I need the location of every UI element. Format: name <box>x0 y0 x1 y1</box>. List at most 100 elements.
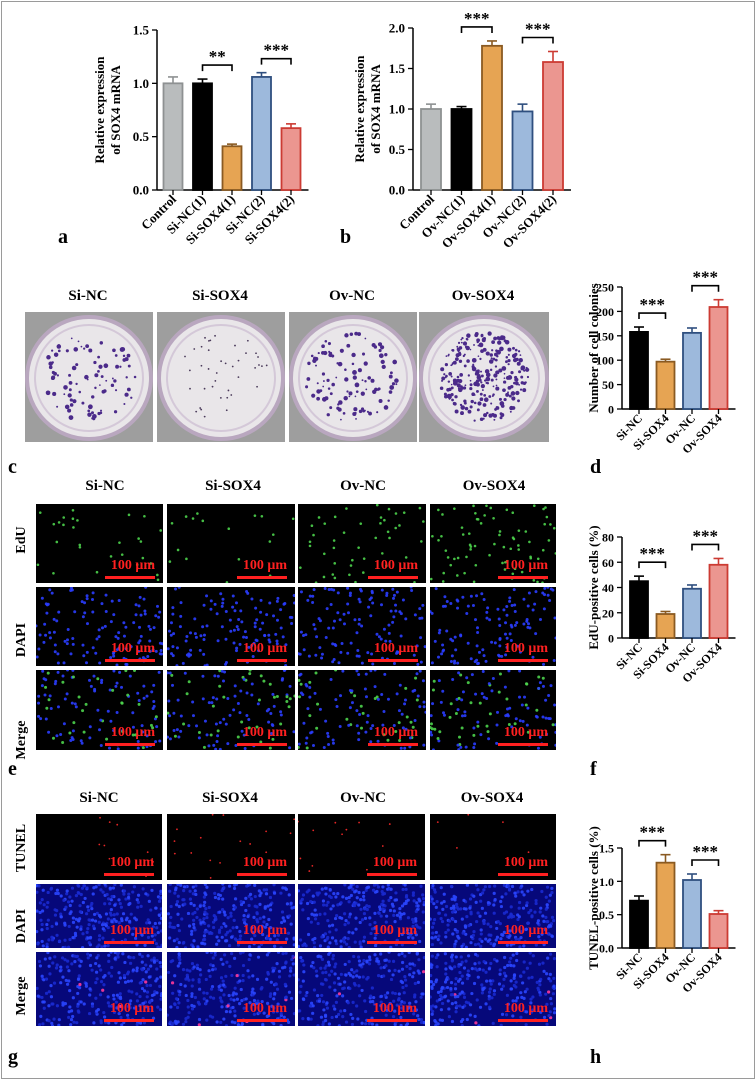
cell-dot <box>321 1023 325 1026</box>
cell-dot <box>192 939 196 943</box>
cell-dot <box>411 920 416 924</box>
cell-dot <box>488 618 492 622</box>
chart-a-bar <box>162 82 184 191</box>
cell-dot <box>550 915 555 919</box>
cell-dot <box>47 1019 51 1023</box>
cell-dot <box>456 606 460 610</box>
colony-dot <box>237 376 240 379</box>
colony-dot <box>441 376 446 381</box>
cell-dot <box>530 887 534 892</box>
cell-dot <box>182 898 186 902</box>
cell-dot <box>107 953 111 957</box>
cell-dot <box>357 622 361 626</box>
cell-dot <box>188 889 192 893</box>
chart-b-ylabel: Relative expression <box>352 55 367 163</box>
cell-dot <box>413 613 417 617</box>
colony-dot <box>112 348 116 353</box>
cell-dot <box>432 902 436 906</box>
cell-dot <box>301 1017 305 1021</box>
cell-dot <box>308 695 312 699</box>
cell-dot <box>498 533 501 537</box>
cell-dot <box>129 999 133 1003</box>
cell-dot <box>190 1003 194 1008</box>
cell-dot <box>442 899 446 904</box>
cell-dot <box>84 984 88 988</box>
chart-a-bar <box>280 127 302 191</box>
cell-dot <box>219 861 221 864</box>
cell-dot <box>71 738 75 742</box>
cell-dot <box>302 721 306 725</box>
cell-dot <box>122 892 126 896</box>
cell-dot <box>333 1007 337 1011</box>
cell-dot <box>248 672 252 676</box>
cell-dot <box>469 657 473 661</box>
cell-dot <box>171 612 175 616</box>
cell-dot <box>508 599 512 603</box>
cell-dot <box>211 956 215 960</box>
cell-dot <box>263 633 267 637</box>
cell-dot <box>59 965 63 969</box>
cell-dot <box>542 1015 547 1019</box>
cell-dot <box>142 684 146 688</box>
cell-dot <box>284 995 288 999</box>
cell-dot <box>228 713 232 717</box>
cell-dot <box>137 699 141 703</box>
cell-dot <box>202 652 206 656</box>
cell-dot <box>131 932 135 936</box>
cell-dot <box>275 639 279 643</box>
cell-dot <box>441 907 445 911</box>
cell-dot <box>175 728 179 732</box>
colony-dot <box>441 379 444 382</box>
cell-dot <box>355 1004 359 1008</box>
cell-dot <box>219 592 223 596</box>
cell-dot <box>474 618 478 622</box>
cell-dot <box>224 924 228 928</box>
cell-dot <box>99 1021 103 1025</box>
cell-dot <box>150 958 154 962</box>
cell-dot <box>325 607 329 611</box>
colony-dish-ov-nc <box>289 312 417 442</box>
cell-dot <box>349 641 353 645</box>
cell-dot <box>77 974 81 978</box>
cell-dot <box>487 990 492 994</box>
cell-dot <box>75 1021 79 1025</box>
cell-dot <box>545 972 549 976</box>
chart-a-bar <box>221 145 243 191</box>
cell-dot <box>45 926 49 931</box>
cell-dot <box>109 907 113 912</box>
cell-dot <box>46 890 50 895</box>
cell-dot <box>238 929 242 934</box>
cell-dot <box>84 982 88 986</box>
colony-dot <box>476 408 480 412</box>
cell-dot <box>462 995 467 999</box>
cell-dot <box>358 940 362 944</box>
cell-dot <box>510 625 514 629</box>
edu-label-si-sox4: Si-SOX4 <box>205 478 261 494</box>
cell-dot <box>319 1015 324 1019</box>
cell-dot <box>175 937 179 941</box>
cell-dot <box>243 630 247 634</box>
cell-dot <box>62 661 66 665</box>
colony-dot <box>113 379 117 383</box>
cell-dot <box>289 969 293 973</box>
colony-dot <box>490 357 493 360</box>
cell-dot <box>421 896 425 901</box>
cell-dot <box>45 942 49 946</box>
cell-dot <box>398 739 402 743</box>
cell-dot <box>400 904 405 908</box>
cell-dot <box>453 965 457 969</box>
cell-dot <box>327 963 331 967</box>
cell-dot <box>177 929 182 933</box>
scale-bar <box>368 743 418 746</box>
cell-dot <box>436 937 440 942</box>
cell-dot <box>437 679 441 683</box>
cell-dot <box>374 933 378 937</box>
colony-dot <box>383 405 389 410</box>
cell-dot <box>410 589 414 593</box>
colony-dot <box>384 352 388 357</box>
cell-dot <box>135 1022 139 1026</box>
cell-dot <box>88 935 93 940</box>
cell-dot <box>397 992 401 996</box>
cell-dot <box>484 1002 488 1006</box>
cell-dot <box>36 624 38 628</box>
